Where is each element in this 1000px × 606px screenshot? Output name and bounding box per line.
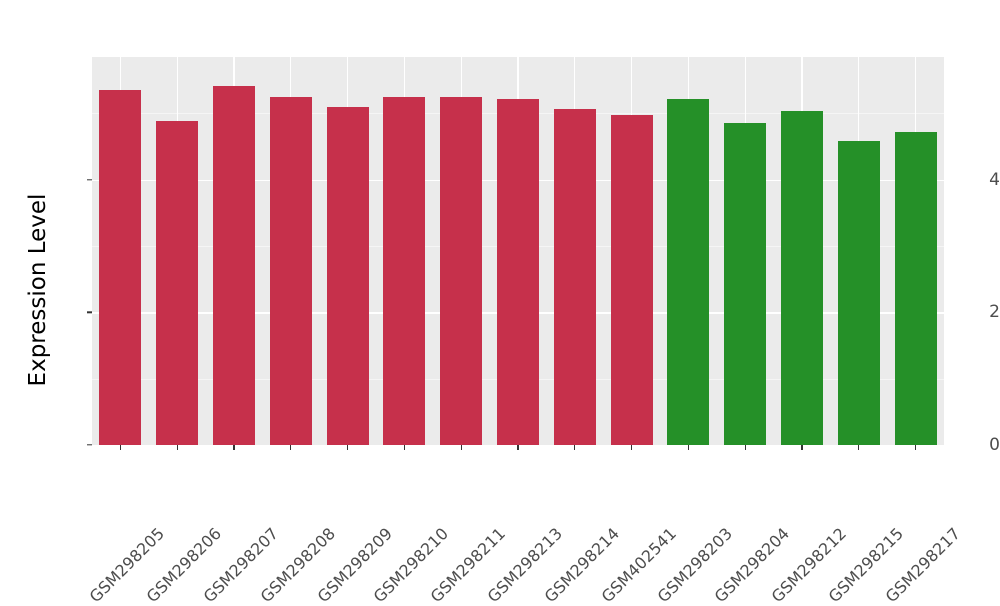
bar — [212, 85, 255, 445]
x-axis-tick-mark — [517, 445, 519, 450]
x-axis-tick-mark — [290, 445, 292, 450]
x-axis-tick-mark — [119, 445, 122, 450]
x-axis-tick-mark — [346, 445, 349, 450]
x-axis-tick-mark — [630, 445, 633, 450]
y-axis-tick-label: 0 — [989, 435, 1000, 455]
bar — [99, 89, 142, 445]
x-axis-tick-mark — [744, 445, 746, 450]
bar — [837, 140, 880, 445]
bar — [610, 115, 653, 445]
x-axis-tick-mark — [687, 445, 690, 450]
bar — [724, 123, 767, 445]
bar — [780, 111, 823, 445]
bar — [553, 109, 596, 445]
y-axis-tick-label: 2 — [989, 302, 1000, 323]
plot-panel — [92, 57, 944, 445]
x-axis-tick-mark — [801, 445, 803, 450]
x-axis-tick-mark — [176, 445, 178, 450]
x-axis-tick-mark — [403, 445, 406, 450]
bar — [383, 97, 426, 445]
bar — [496, 98, 539, 445]
bar — [269, 96, 312, 445]
x-axis-tick-mark — [574, 445, 576, 450]
bar — [326, 106, 369, 445]
x-axis-tick-mark — [914, 445, 917, 450]
y-axis-tick-mark — [87, 444, 92, 446]
x-axis-tick-mark — [460, 445, 462, 450]
x-axis-tick-mark — [233, 445, 235, 450]
y-axis-tick-mark — [87, 178, 92, 181]
x-axis-tick-mark — [858, 445, 860, 450]
bar — [156, 120, 199, 445]
y-axis-title: Expression Level — [25, 193, 51, 387]
y-axis-tick-mark — [87, 311, 92, 314]
bar — [440, 96, 483, 445]
bar — [894, 131, 937, 445]
bar — [667, 99, 710, 445]
y-axis-tick-label: 4 — [989, 169, 1000, 190]
